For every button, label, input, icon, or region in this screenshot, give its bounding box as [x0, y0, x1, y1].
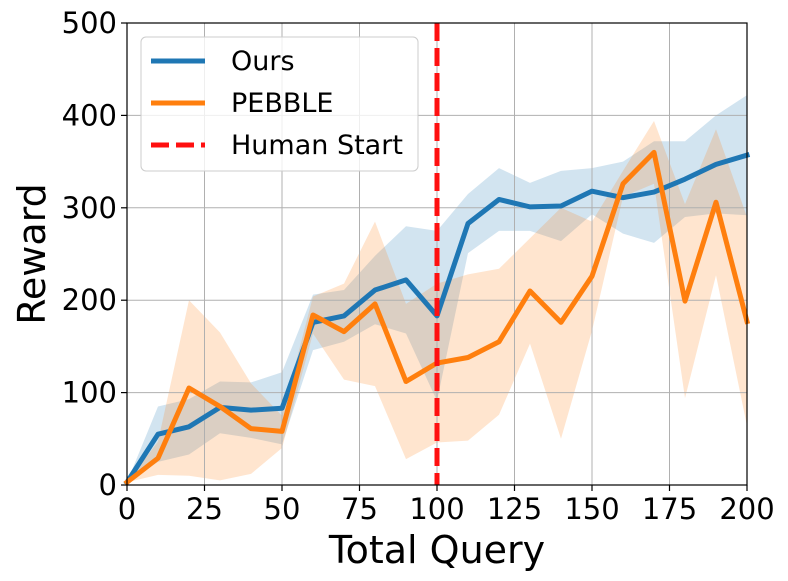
x-tick-label: 125	[487, 492, 542, 526]
y-tick-label: 100	[62, 376, 117, 410]
x-tick-label: 200	[719, 492, 774, 526]
x-tick-label: 150	[564, 492, 619, 526]
y-axis-ticks: 0 100 200 300 400 500	[62, 6, 127, 502]
y-tick-label: 400	[62, 98, 117, 132]
x-tick-label: 175	[642, 492, 697, 526]
x-tick-label: 100	[409, 492, 464, 526]
y-tick-label: 200	[62, 283, 117, 317]
legend-label: Human Start	[231, 130, 403, 161]
x-tick-label: 75	[341, 492, 378, 526]
y-tick-label: 300	[62, 191, 117, 225]
y-axis-title: Reward	[10, 183, 54, 325]
legend-label: PEBBLE	[231, 88, 334, 119]
x-tick-label: 0	[118, 492, 136, 526]
y-tick-label: 500	[62, 6, 117, 40]
x-tick-label: 50	[264, 492, 301, 526]
x-tick-label: 25	[186, 492, 223, 526]
legend-box	[140, 36, 419, 172]
x-axis-title: Total Query	[328, 528, 545, 572]
x-axis-ticks: 0 25 50 75 100 125 150 175 200	[118, 485, 775, 526]
y-tick-label: 0	[99, 468, 117, 502]
legend: Ours PEBBLE Human Start	[140, 36, 419, 172]
legend-label: Ours	[231, 46, 295, 77]
